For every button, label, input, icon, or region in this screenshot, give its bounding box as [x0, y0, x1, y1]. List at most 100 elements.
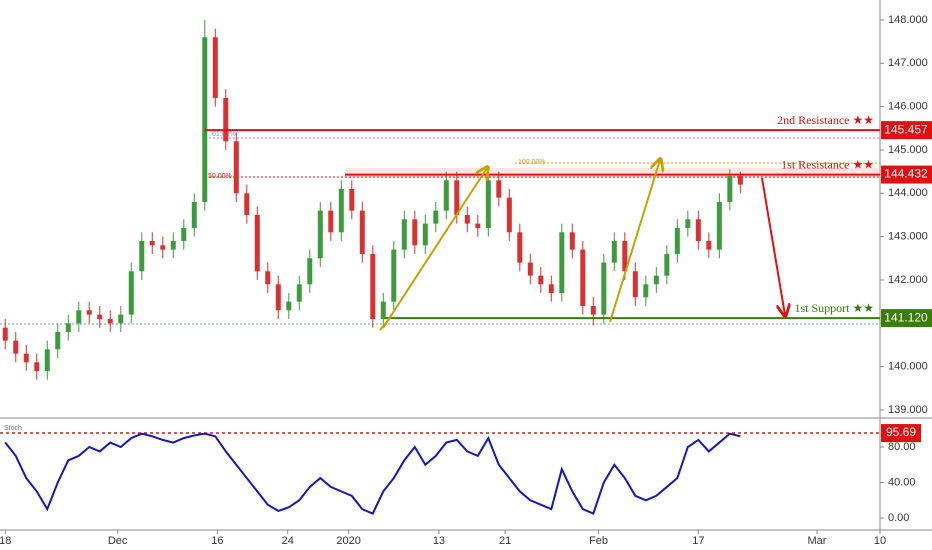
x-tick-label: 10	[874, 535, 886, 547]
value-badge	[881, 424, 921, 443]
candle-body	[307, 258, 313, 285]
candle-body	[548, 284, 554, 293]
candle-body	[506, 197, 512, 233]
x-tick-label: 18	[0, 535, 11, 547]
candle-body	[65, 323, 71, 332]
candle-body	[695, 219, 701, 241]
x-tick-label: 2020	[336, 535, 360, 547]
forecast-arrow	[761, 177, 785, 315]
candle-body	[254, 214, 260, 272]
candle-body	[44, 349, 50, 371]
candle-body	[370, 253, 376, 319]
price-badge	[881, 309, 932, 328]
candle-body	[716, 201, 722, 250]
x-tick-label: Feb	[589, 535, 608, 547]
y-tick-label: 144.000	[888, 187, 928, 199]
candle-body	[128, 271, 134, 315]
candle-body	[23, 353, 29, 363]
x-tick-label: 13	[433, 535, 445, 547]
candle-body	[391, 249, 397, 302]
candle-body	[86, 310, 92, 315]
candle-body	[170, 240, 176, 250]
candle-body	[338, 188, 344, 233]
candle-body	[160, 245, 166, 250]
candle-body	[527, 262, 533, 276]
candle-body	[181, 227, 187, 241]
candle-body	[149, 240, 155, 246]
y-tick-label: 147.000	[888, 57, 928, 69]
resistance-zone	[345, 168, 880, 178]
y-tick-label: 80.00	[888, 441, 916, 453]
candle-body	[139, 240, 145, 272]
y-tick-label: 140.000	[888, 361, 928, 373]
candle-body	[2, 327, 8, 341]
candle-body	[559, 232, 565, 293]
stoch-line	[4, 432, 741, 515]
candle-body	[569, 232, 575, 250]
marks: 139.000140.000141.000142.000143.000144.0…	[0, 14, 932, 547]
value-badge-label: 95.69	[886, 425, 916, 439]
candle-body	[265, 271, 271, 285]
candle-body	[601, 262, 607, 315]
candle-body	[275, 284, 281, 311]
candle-body	[233, 141, 239, 194]
candle-body	[212, 37, 218, 98]
x-tick-label: 21	[499, 535, 511, 547]
projection-arrow	[609, 160, 660, 323]
y-tick-label: 146.000	[888, 101, 928, 113]
candle-body	[223, 97, 229, 142]
candle-body	[76, 310, 82, 324]
price-badge-label: 141.120	[884, 310, 928, 324]
price-badge-label: 144.432	[884, 167, 928, 181]
y-tick-label: 139.000	[888, 404, 928, 416]
projection-arrow	[382, 168, 487, 329]
candle-body	[632, 271, 638, 298]
x-tick-label: 16	[211, 535, 223, 547]
candle-body	[433, 210, 439, 224]
candle-body	[191, 201, 197, 228]
candle-body	[454, 180, 460, 215]
candle-body	[485, 180, 491, 228]
candle-body	[34, 362, 40, 371]
candle-body	[538, 275, 544, 285]
candle-body	[643, 284, 649, 298]
candle-body	[380, 301, 386, 319]
level-name: 1st Resistance ★★	[781, 157, 874, 171]
candle-body	[475, 223, 481, 228]
price-badge	[881, 165, 932, 184]
candle-body	[685, 219, 691, 228]
x-tick-label: Dec	[108, 535, 128, 547]
candle-body	[464, 214, 470, 224]
candle-body	[118, 314, 124, 324]
price-badge	[881, 121, 932, 140]
candle-body	[107, 318, 113, 324]
candle-body	[580, 249, 586, 306]
y-tick-label: 40.00	[888, 476, 916, 488]
candle-body	[412, 219, 418, 246]
x-tick-label: Mar	[808, 535, 827, 547]
level-name: 2nd Resistance ★★	[777, 113, 874, 127]
y-tick-label: 0.00	[888, 512, 909, 524]
candle-body	[401, 219, 407, 250]
candle-body	[359, 210, 365, 254]
series-name: Stoch	[4, 425, 22, 432]
projection-arrow	[379, 317, 391, 331]
candle-body	[349, 188, 355, 211]
candle-body	[296, 284, 302, 302]
candle-body	[611, 240, 617, 263]
candle-body	[664, 253, 670, 276]
x-tick-label: 17	[692, 535, 704, 547]
candle-body	[706, 240, 712, 250]
x-tick-label: 24	[282, 535, 294, 547]
candle-body	[422, 223, 428, 246]
fib-label: 100.00%	[518, 159, 546, 166]
candle-body	[590, 305, 596, 315]
candle-body	[727, 175, 733, 202]
fib-label: 50.00%	[208, 173, 232, 180]
candle-body	[674, 227, 680, 254]
candle-body	[286, 301, 292, 311]
price-badge-label: 145.457	[884, 122, 928, 136]
